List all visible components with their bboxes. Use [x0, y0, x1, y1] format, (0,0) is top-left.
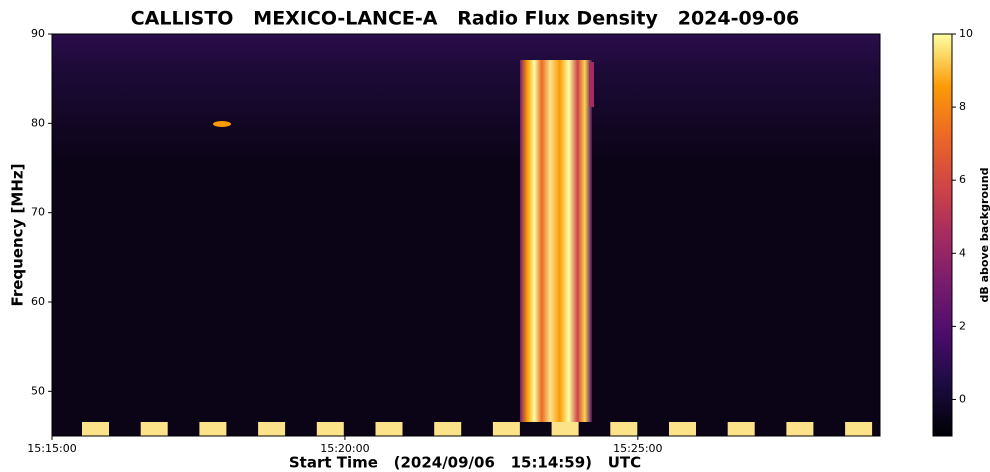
- calibration-block: [375, 422, 403, 436]
- y-tick-label: 80: [31, 116, 45, 129]
- spectrogram: [52, 34, 880, 436]
- calibration-block: [669, 422, 696, 436]
- y-tick-label: 50: [31, 384, 45, 397]
- calibration-block: [140, 422, 168, 436]
- x-tick-label: 15:15:00: [27, 442, 76, 455]
- calibration-block: [845, 422, 873, 436]
- y-tick-label: 60: [31, 295, 45, 308]
- calibration-block: [434, 422, 462, 436]
- calibration-block: [727, 422, 755, 436]
- colorbar-tick-label: 2: [959, 319, 966, 332]
- calibration-block: [610, 422, 638, 436]
- colorbar-label: dB above background: [978, 168, 990, 303]
- calibration-block: [492, 422, 520, 436]
- calibration-block: [551, 422, 579, 436]
- x-tick-label: 15:25:00: [613, 442, 662, 455]
- colorbar: [932, 33, 953, 437]
- calibration-block: [199, 422, 227, 436]
- y-tick-label: 70: [31, 206, 45, 219]
- colorbar-tick-label: 0: [959, 392, 966, 405]
- calibration-block: [258, 422, 286, 436]
- colorbar-tick-label: 10: [959, 27, 973, 40]
- y-axis-label: Frequency [MHz]: [9, 164, 27, 307]
- calibration-block: [316, 422, 344, 436]
- calibration-block: [82, 422, 109, 436]
- colorbar-tick-label: 6: [959, 173, 966, 186]
- x-axis-label: Start Time (2024/09/06 15:14:59) UTC: [289, 454, 641, 472]
- colorbar-tick-label: 8: [959, 100, 966, 113]
- burst: [520, 60, 592, 422]
- y-tick-label: 90: [31, 27, 45, 40]
- spectrogram-band: [52, 34, 880, 164]
- burst-edge: [589, 62, 594, 107]
- plot-frame: [51, 33, 881, 437]
- calibration-strip: [82, 422, 873, 436]
- spot: [213, 121, 231, 127]
- colorbar-tick-label: 4: [959, 246, 966, 259]
- calibration-block: [786, 422, 814, 436]
- x-tick-label: 15:20:00: [320, 442, 369, 455]
- chart-title: CALLISTO MEXICO-LANCE-A Radio Flux Densi…: [131, 8, 800, 30]
